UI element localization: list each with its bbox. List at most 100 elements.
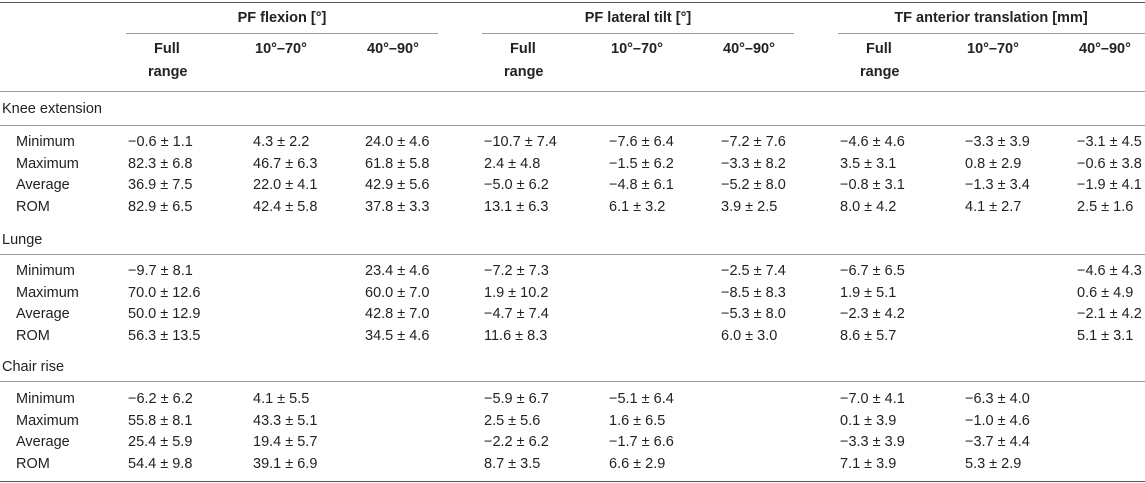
column-header: 10°–70° <box>967 41 1019 57</box>
section-title: Chair rise <box>2 359 65 375</box>
row-label: ROM <box>16 198 50 215</box>
table-cell: 6.6 ± 2.9 <box>609 455 666 472</box>
table-cell: −6.7 ± 6.5 <box>840 263 905 279</box>
table-cell: −1.3 ± 3.4 <box>965 177 1030 193</box>
table-cell: −4.8 ± 6.1 <box>609 177 674 193</box>
row-label: ROM <box>16 455 50 472</box>
group-header: PF flexion [°] <box>237 10 327 26</box>
table-cell: 25.4 ± 5.9 <box>128 434 193 450</box>
group-rule-2 <box>482 33 794 34</box>
section-title: Knee extension <box>2 101 102 117</box>
column-header: 40°–90° <box>723 41 775 57</box>
table-cell: 22.0 ± 4.1 <box>253 177 318 193</box>
table-cell: −5.1 ± 6.4 <box>609 391 674 407</box>
table-cell: 24.0 ± 4.6 <box>365 134 430 150</box>
column-header: 10°–70° <box>611 41 663 57</box>
table-cell: 4.1 ± 2.7 <box>965 198 1022 215</box>
table-cell: −4.6 ± 4.6 <box>840 134 905 150</box>
table-cell: 0.6 ± 4.9 <box>1077 284 1134 301</box>
table-cell: 70.0 ± 12.6 <box>128 284 201 301</box>
column-header: Full <box>154 41 180 57</box>
table-cell: −2.3 ± 4.2 <box>840 306 905 322</box>
table-cell: 37.8 ± 3.3 <box>365 198 430 215</box>
section-rule <box>0 254 126 255</box>
table-cell: 8.6 ± 5.7 <box>840 327 897 344</box>
table-cell: −3.3 ± 3.9 <box>965 134 1030 150</box>
table-cell: −2.5 ± 7.4 <box>721 263 786 279</box>
table-cell: −6.2 ± 6.2 <box>128 391 193 407</box>
table-cell: 36.9 ± 7.5 <box>128 177 193 193</box>
table-cell: −5.0 ± 6.2 <box>484 177 549 193</box>
table-cell: −0.6 ± 1.1 <box>128 134 193 150</box>
row-label: Maximum <box>16 412 79 429</box>
table-cell: 34.5 ± 4.6 <box>365 327 430 344</box>
column-header-line2: range <box>504 64 544 80</box>
table-cell: 5.1 ± 3.1 <box>1077 327 1134 344</box>
table-bottom-rule <box>0 481 1145 482</box>
table-cell: −0.6 ± 3.8 <box>1077 155 1142 172</box>
table-cell: 19.4 ± 5.7 <box>253 434 318 450</box>
header-bottom-rule <box>0 91 1145 92</box>
table-cell: −4.7 ± 7.4 <box>484 306 549 322</box>
table-cell: −3.7 ± 4.4 <box>965 434 1030 450</box>
table-cell: 2.5 ± 5.6 <box>484 412 541 429</box>
table-cell: 54.4 ± 9.8 <box>128 455 193 472</box>
section-rule <box>126 254 1145 255</box>
table-cell: −0.8 ± 3.1 <box>840 177 905 193</box>
table-cell: −5.3 ± 8.0 <box>721 306 786 322</box>
table-cell: 8.0 ± 4.2 <box>840 198 897 215</box>
table-cell: 8.7 ± 3.5 <box>484 455 541 472</box>
row-label: Maximum <box>16 284 79 301</box>
table-cell: −4.6 ± 4.3 <box>1077 263 1142 279</box>
column-header: 40°–90° <box>1079 41 1131 57</box>
table-cell: 6.0 ± 3.0 <box>721 327 778 344</box>
row-label: Minimum <box>16 134 75 150</box>
section-title: Lunge <box>2 232 43 248</box>
table-cell: 82.3 ± 6.8 <box>128 155 193 172</box>
table-cell: 4.1 ± 5.5 <box>253 391 310 407</box>
table-cell: 39.1 ± 6.9 <box>253 455 318 472</box>
table-cell: 56.3 ± 13.5 <box>128 327 201 344</box>
table-cell: −1.0 ± 4.6 <box>965 412 1030 429</box>
table-cell: −7.2 ± 7.6 <box>721 134 786 150</box>
table-cell: 3.5 ± 3.1 <box>840 155 897 172</box>
table-cell: 23.4 ± 4.6 <box>365 263 430 279</box>
table-cell: −10.7 ± 7.4 <box>484 134 557 150</box>
table-cell: 55.8 ± 8.1 <box>128 412 193 429</box>
table-cell: 7.1 ± 3.9 <box>840 455 897 472</box>
table-cell: −7.6 ± 6.4 <box>609 134 674 150</box>
table-cell: 13.1 ± 6.3 <box>484 198 549 215</box>
table-cell: −8.5 ± 8.3 <box>721 284 786 301</box>
row-label: Average <box>16 306 70 322</box>
table-cell: −1.5 ± 6.2 <box>609 155 674 172</box>
table-cell: 1.9 ± 5.1 <box>840 284 897 301</box>
row-label: Minimum <box>16 391 75 407</box>
table-cell: 60.0 ± 7.0 <box>365 284 430 301</box>
group-rule-3 <box>838 33 1145 34</box>
table-cell: −3.1 ± 4.5 <box>1077 134 1142 150</box>
table-cell: 2.5 ± 1.6 <box>1077 198 1134 215</box>
table-cell: 2.4 ± 4.8 <box>484 155 541 172</box>
column-header-line2: range <box>148 64 188 80</box>
row-label: Minimum <box>16 263 75 279</box>
group-header: TF anterior translation [mm] <box>894 10 1088 26</box>
section-rule <box>126 381 1145 382</box>
table-cell: 3.9 ± 2.5 <box>721 198 778 215</box>
group-rule-1 <box>126 33 438 34</box>
table-cell: 4.3 ± 2.2 <box>253 134 310 150</box>
table-cell: −1.7 ± 6.6 <box>609 434 674 450</box>
row-label: Average <box>16 177 70 193</box>
table-cell: 11.6 ± 8.3 <box>484 327 548 344</box>
table-cell: 42.4 ± 5.8 <box>253 198 318 215</box>
table-top-rule <box>0 2 1145 3</box>
section-rule <box>0 381 126 382</box>
column-header-line2: range <box>860 64 900 80</box>
table-cell: 1.9 ± 10.2 <box>484 284 549 301</box>
column-header: 40°–90° <box>367 41 419 57</box>
table-cell: −6.3 ± 4.0 <box>965 391 1030 407</box>
table-cell: −3.3 ± 8.2 <box>721 155 786 172</box>
table-cell: 6.1 ± 3.2 <box>609 198 666 215</box>
table-cell: 61.8 ± 5.8 <box>365 155 430 172</box>
table-cell: 82.9 ± 6.5 <box>128 198 193 215</box>
table-cell: −7.0 ± 4.1 <box>840 391 905 407</box>
